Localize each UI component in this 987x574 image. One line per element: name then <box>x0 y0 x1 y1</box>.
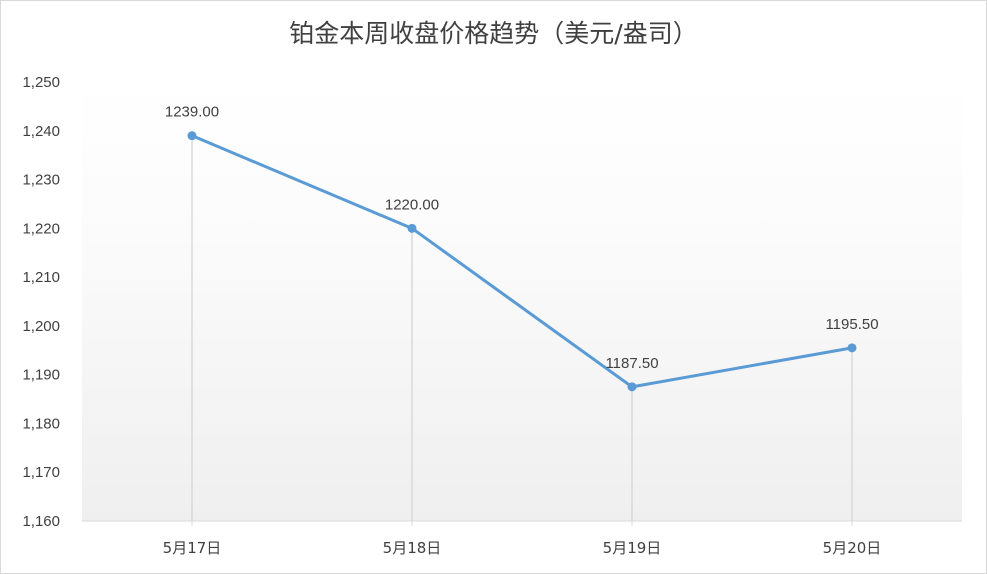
data-label: 1220.00 <box>385 196 439 213</box>
y-tick-label: 1,200 <box>22 318 60 335</box>
data-point <box>627 382 637 392</box>
data-label: 1187.50 <box>605 355 658 372</box>
y-tick-label: 1,240 <box>22 123 60 140</box>
x-tick-label: 5月20日 <box>823 539 882 557</box>
data-label: 1195.50 <box>825 316 878 333</box>
x-tick-label: 5月17日 <box>163 539 222 557</box>
y-tick-label: 1,230 <box>22 172 60 189</box>
x-tick-label: 5月19日 <box>603 539 662 557</box>
data-point <box>847 343 857 353</box>
x-tick-label: 5月18日 <box>383 539 442 557</box>
y-tick-label: 1,180 <box>22 415 60 432</box>
plot-area <box>82 80 962 521</box>
chart-title: 铂金本周收盘价格趋势（美元/盎司） <box>289 19 698 48</box>
y-tick-label: 1,170 <box>22 464 60 481</box>
y-tick-label: 1,190 <box>22 367 60 384</box>
y-tick-label: 1,220 <box>22 220 60 237</box>
series-line <box>191 134 853 389</box>
y-tick-label: 1,160 <box>22 513 60 530</box>
data-point <box>407 223 417 233</box>
data-label: 1239.00 <box>165 104 219 121</box>
y-tick-label: 1,210 <box>22 269 60 286</box>
y-tick-label: 1,250 <box>22 74 60 91</box>
data-point <box>187 131 197 141</box>
